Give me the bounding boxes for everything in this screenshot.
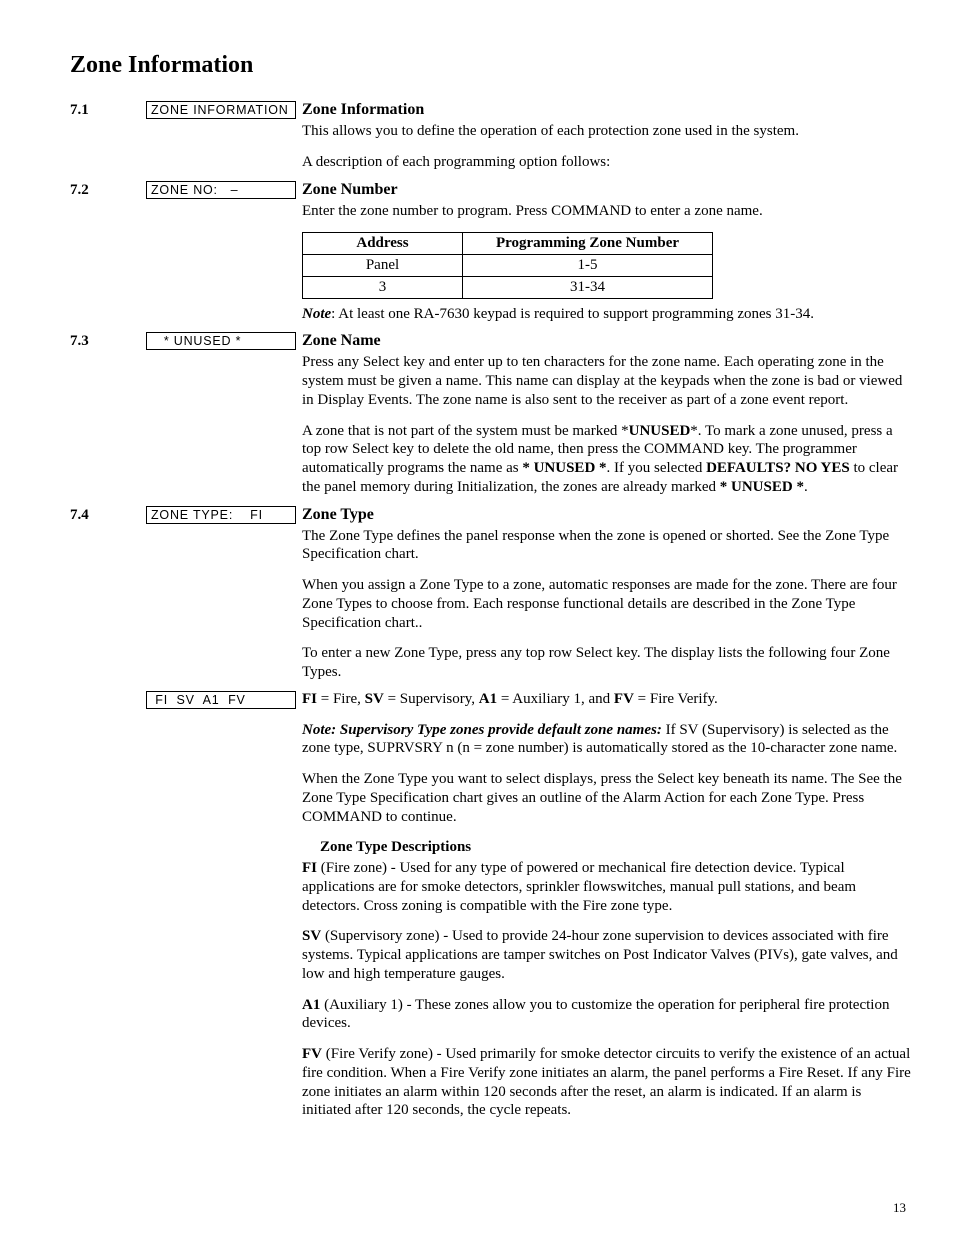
zone-type-desc: FI (Fire zone) - Used for any type of po… <box>302 859 914 915</box>
paragraph: When you assign a Zone Type to a zone, a… <box>302 576 914 632</box>
zone-type-desc: A1 (Auxiliary 1) - These zones allow you… <box>302 996 914 1034</box>
desc-code: SV <box>302 928 321 944</box>
desc-text: (Fire zone) - Used for any type of power… <box>302 860 856 914</box>
table-row: Panel 1-5 <box>303 255 713 277</box>
section-content: Zone Type The Zone Type defines the pane… <box>302 505 914 682</box>
legend-text: = Supervisory, <box>384 691 479 707</box>
paragraph: To enter a new Zone Type, press any top … <box>302 644 914 682</box>
subheading: Zone Type Descriptions <box>320 838 914 857</box>
legend-code: A1 <box>479 691 497 707</box>
desc-code: A1 <box>302 997 320 1013</box>
table-cell: 3 <box>303 276 463 298</box>
section-content: Zone Number Enter the zone number to pro… <box>302 180 914 324</box>
section-number: 7.3 <box>70 331 140 496</box>
note-bold-italic: : Supervisory Type zones provide default… <box>331 722 662 738</box>
paragraph: Enter the zone number to program. Press … <box>302 202 914 221</box>
section-heading: Zone Type <box>302 505 914 525</box>
table-cell: 1-5 <box>463 255 713 277</box>
paragraph: Press any Select key and enter up to ten… <box>302 353 914 409</box>
text: A zone that is not part of the system mu… <box>302 423 629 439</box>
zone-type-desc: FV (Fire Verify zone) - Used primarily f… <box>302 1045 914 1120</box>
legend-code: FV <box>614 691 634 707</box>
lcd-display: ZONE INFORMATION <box>146 101 296 119</box>
lcd-display: FI SV A1 FV <box>146 691 296 709</box>
section-number: 7.2 <box>70 180 140 324</box>
text-bold: * UNUSED * <box>522 460 606 476</box>
note-text: : At least one RA-7630 keypad is require… <box>331 306 814 322</box>
section-content: Zone Name Press any Select key and enter… <box>302 331 914 496</box>
page-number: 13 <box>70 1200 914 1216</box>
paragraph: When the Zone Type you want to select di… <box>302 770 914 826</box>
section-7-1: 7.1 ZONE INFORMATION Zone Information Th… <box>70 100 914 172</box>
section-number: 7.4 <box>70 505 140 682</box>
text-bold: DEFAULTS? NO YES <box>706 460 850 476</box>
section-7-4: 7.4 ZONE TYPE: FI Zone Type The Zone Typ… <box>70 505 914 682</box>
text-bold: * UNUSED * <box>720 479 804 495</box>
section-heading: Zone Name <box>302 331 914 351</box>
table-header: Address <box>303 233 463 255</box>
legend: FI = Fire, SV = Supervisory, A1 = Auxili… <box>302 690 914 709</box>
section-heading: Zone Information <box>302 100 914 120</box>
desc-text: (Supervisory zone) - Used to provide 24-… <box>302 928 898 982</box>
note: Note: Supervisory Type zones provide def… <box>302 721 914 759</box>
legend-text: = Fire Verify. <box>634 691 718 707</box>
section-7-4-cont: FI SV A1 FV FI = Fire, SV = Supervisory,… <box>70 690 914 1120</box>
section-content: FI = Fire, SV = Supervisory, A1 = Auxili… <box>302 690 914 1120</box>
lcd-display: * UNUSED * <box>146 332 296 350</box>
text-bold: UNUSED <box>629 423 691 439</box>
text: . <box>804 479 808 495</box>
table-cell: 31-34 <box>463 276 713 298</box>
legend-text: = Fire, <box>317 691 365 707</box>
section-heading: Zone Number <box>302 180 914 200</box>
note-label: Note <box>302 306 331 322</box>
page-title: Zone Information <box>70 50 914 80</box>
table-cell: Panel <box>303 255 463 277</box>
lcd-display: ZONE TYPE: FI <box>146 506 296 524</box>
note: Note: At least one RA-7630 keypad is req… <box>302 305 914 324</box>
text: . If you selected <box>607 460 707 476</box>
zone-number-table: Address Programming Zone Number Panel 1-… <box>302 232 713 298</box>
paragraph: A zone that is not part of the system mu… <box>302 422 914 497</box>
desc-code: FV <box>302 1046 322 1062</box>
table-row: Address Programming Zone Number <box>303 233 713 255</box>
table-row: 3 31-34 <box>303 276 713 298</box>
zone-type-desc: SV (Supervisory zone) - Used to provide … <box>302 927 914 983</box>
paragraph: This allows you to define the operation … <box>302 122 914 141</box>
table-header: Programming Zone Number <box>463 233 713 255</box>
desc-code: FI <box>302 860 317 876</box>
lcd-display: ZONE NO: – <box>146 181 296 199</box>
legend-text: = Auxiliary 1, and <box>497 691 614 707</box>
section-7-3: 7.3 * UNUSED * Zone Name Press any Selec… <box>70 331 914 496</box>
legend-code: SV <box>365 691 384 707</box>
legend-code: FI <box>302 691 317 707</box>
section-number: 7.1 <box>70 100 140 172</box>
section-7-2: 7.2 ZONE NO: – Zone Number Enter the zon… <box>70 180 914 324</box>
paragraph: A description of each programming option… <box>302 153 914 172</box>
desc-text: (Auxiliary 1) - These zones allow you to… <box>302 997 889 1032</box>
desc-text: (Fire Verify zone) - Used primarily for … <box>302 1046 911 1118</box>
paragraph: The Zone Type defines the panel response… <box>302 527 914 565</box>
note-label: Note <box>302 722 331 738</box>
section-content: Zone Information This allows you to defi… <box>302 100 914 172</box>
